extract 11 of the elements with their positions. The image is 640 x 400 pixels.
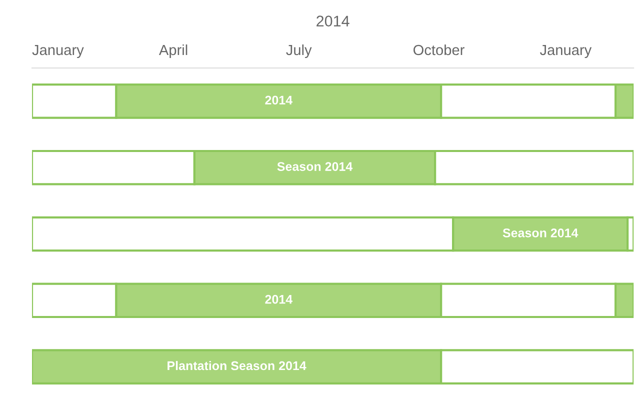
x-axis-title: 2014 (265, 96, 292, 105)
text: January (540, 44, 592, 58)
annotation: 2014 (265, 294, 292, 304)
text: July (286, 44, 312, 58)
annotation: Season 2014 (277, 162, 353, 171)
annotation: Season 2014 (502, 228, 578, 238)
text: April (158, 44, 188, 58)
annotation: Plantation Season 2014 (168, 360, 306, 370)
text: October (414, 44, 464, 56)
text: 2014 (316, 16, 350, 26)
text: January (32, 44, 84, 58)
